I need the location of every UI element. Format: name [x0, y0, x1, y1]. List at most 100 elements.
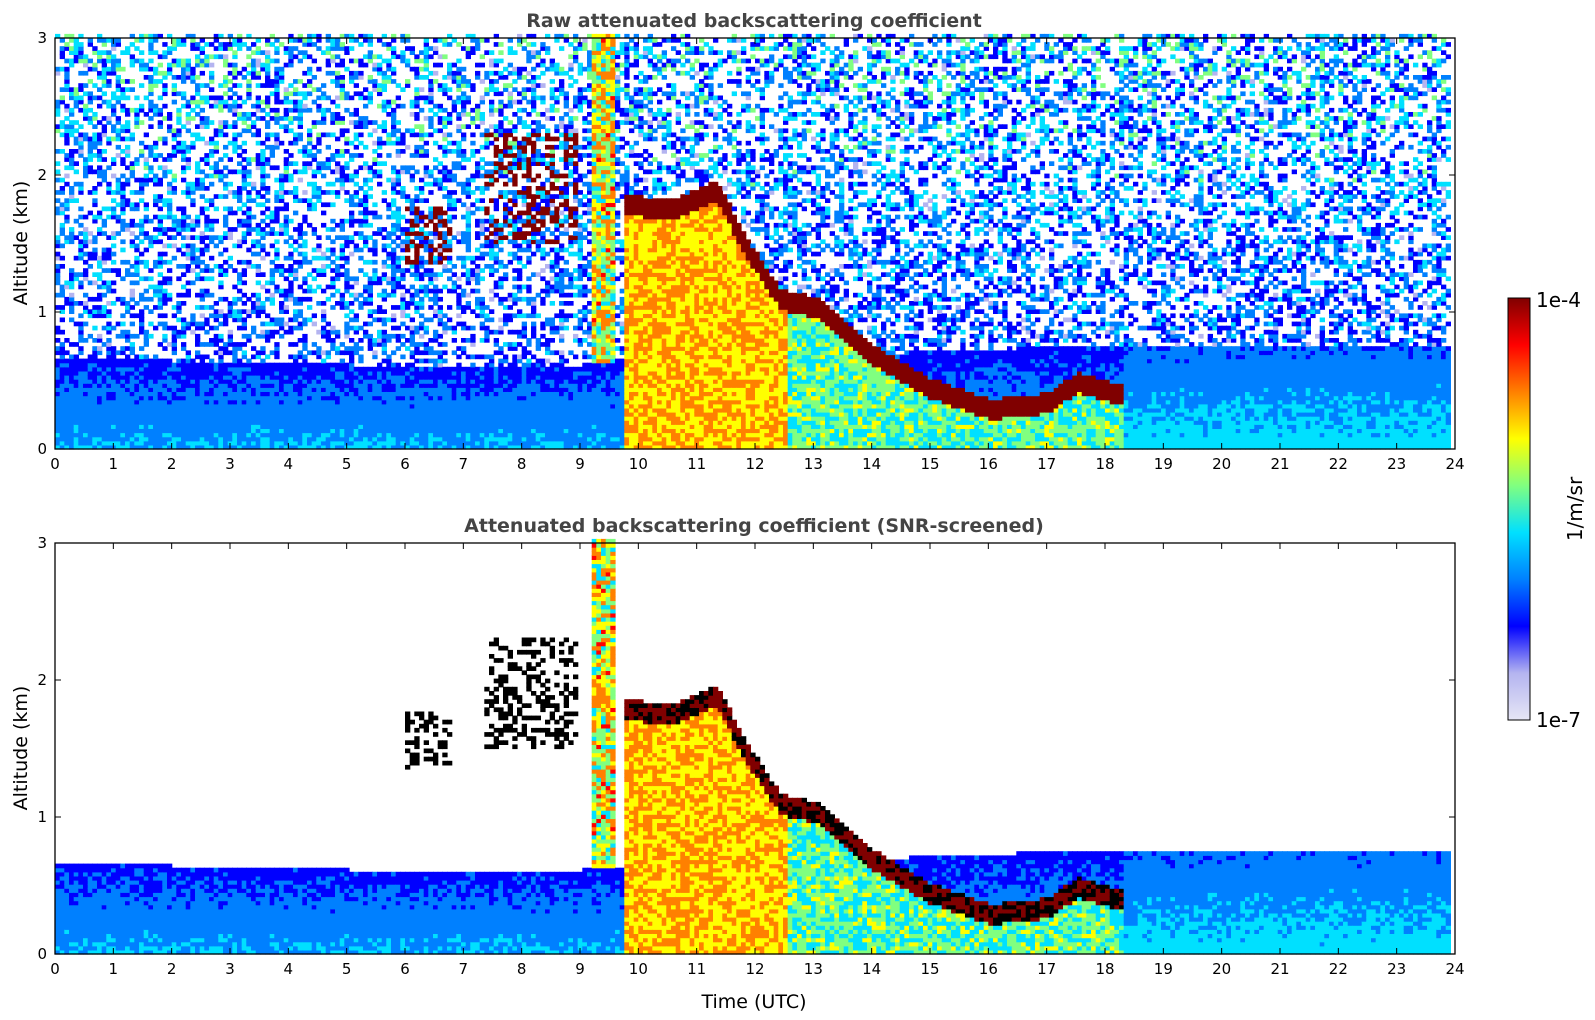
- heatmap-cell: [279, 207, 284, 212]
- heatmap-cell: [284, 215, 289, 220]
- heatmap-cell: [316, 149, 321, 154]
- heatmap-cell: [405, 227, 410, 232]
- heatmap-cell: [256, 108, 261, 113]
- heatmap-cell: [424, 285, 429, 290]
- heatmap-cell: [162, 83, 167, 88]
- heatmap-cell: [442, 87, 447, 92]
- heatmap-cell: [139, 182, 144, 187]
- heatmap-cell: [64, 297, 69, 302]
- heatmap-cell: [410, 112, 415, 117]
- heatmap-cell: [372, 392, 377, 397]
- heatmap-cell: [162, 170, 167, 175]
- heatmap-cell: [218, 235, 223, 240]
- heatmap-cell: [106, 412, 111, 417]
- heatmap-cell: [78, 54, 83, 59]
- heatmap-cell: [386, 359, 391, 364]
- heatmap-cell: [102, 223, 107, 228]
- heatmap-cell: [153, 437, 158, 442]
- heatmap-cell: [158, 108, 163, 113]
- heatmap-cell: [302, 289, 307, 294]
- heatmap-cell: [204, 198, 209, 203]
- heatmap-cell: [414, 346, 419, 351]
- heatmap-cell: [214, 235, 219, 240]
- heatmap-cell: [433, 437, 438, 442]
- heatmap-cell: [433, 412, 438, 417]
- heatmap-cell: [176, 424, 181, 429]
- heatmap-cell: [69, 301, 74, 306]
- heatmap-cell: [424, 342, 429, 347]
- heatmap-cell: [83, 383, 88, 388]
- heatmap-cell: [256, 165, 261, 170]
- heatmap-cell: [88, 416, 93, 421]
- heatmap-cell: [433, 157, 438, 162]
- heatmap-cell: [302, 346, 307, 351]
- heatmap-cell: [284, 170, 289, 175]
- heatmap-cell: [447, 428, 452, 433]
- heatmap-cell: [335, 367, 340, 372]
- heatmap-cell: [106, 141, 111, 146]
- heatmap-cell: [83, 392, 88, 397]
- heatmap-cell: [69, 227, 74, 232]
- heatmap-cell: [223, 342, 228, 347]
- heatmap-cell: [372, 412, 377, 417]
- heatmap-cell: [120, 79, 125, 84]
- heatmap-cell: [111, 59, 116, 64]
- heatmap-cell: [433, 379, 438, 384]
- heatmap-cell: [312, 400, 317, 405]
- heatmap-cell: [400, 404, 405, 409]
- heatmap-cell: [354, 190, 359, 195]
- heatmap-cell: [139, 50, 144, 55]
- heatmap-cell: [148, 145, 153, 150]
- heatmap-cell: [204, 293, 209, 298]
- heatmap-cell: [284, 112, 289, 117]
- heatmap-cell: [120, 396, 125, 401]
- heatmap-cell: [340, 404, 345, 409]
- heatmap-cell: [428, 239, 433, 244]
- heatmap-cell: [64, 375, 69, 380]
- heatmap-cell: [190, 100, 195, 105]
- heatmap-cell: [256, 309, 261, 314]
- heatmap-cell: [405, 441, 410, 446]
- heatmap-cell: [134, 116, 139, 121]
- heatmap-cell: [102, 371, 107, 376]
- heatmap-cell: [358, 355, 363, 360]
- heatmap-cell: [419, 145, 424, 150]
- heatmap-cell: [410, 326, 415, 331]
- heatmap-cell: [438, 244, 443, 249]
- heatmap-cell: [344, 272, 349, 277]
- heatmap-cell: [274, 371, 279, 376]
- heatmap-cell: [302, 383, 307, 388]
- heatmap-cell: [69, 59, 74, 64]
- heatmap-cell: [414, 416, 419, 421]
- heatmap-cell: [83, 428, 88, 433]
- heatmap-cell: [456, 231, 461, 236]
- heatmap-cell: [106, 54, 111, 59]
- heatmap-cell: [326, 392, 331, 397]
- heatmap-cell: [358, 424, 363, 429]
- heatmap-cell: [344, 244, 349, 249]
- heatmap-cell: [433, 178, 438, 183]
- heatmap-cell: [410, 441, 415, 446]
- heatmap-cell: [214, 342, 219, 347]
- heatmap-cell: [106, 281, 111, 286]
- heatmap-cell: [298, 441, 303, 446]
- heatmap-cell: [134, 408, 139, 413]
- heatmap-cell: [438, 375, 443, 380]
- heatmap-cell: [195, 83, 200, 88]
- heatmap-cell: [228, 256, 233, 261]
- heatmap-cell: [358, 116, 363, 121]
- heatmap-cell: [400, 383, 405, 388]
- heatmap-cell: [153, 178, 158, 183]
- heatmap-cell: [456, 149, 461, 154]
- heatmap-cell: [223, 104, 228, 109]
- heatmap-cell: [414, 326, 419, 331]
- heatmap-cell: [382, 367, 387, 372]
- heatmap-cell: [400, 141, 405, 146]
- heatmap-cell: [88, 38, 93, 43]
- heatmap-cell: [204, 215, 209, 220]
- heatmap-cell: [284, 293, 289, 298]
- heatmap-cell: [232, 400, 237, 405]
- heatmap-cell: [265, 215, 270, 220]
- heatmap-cell: [223, 428, 228, 433]
- heatmap-cell: [162, 313, 167, 318]
